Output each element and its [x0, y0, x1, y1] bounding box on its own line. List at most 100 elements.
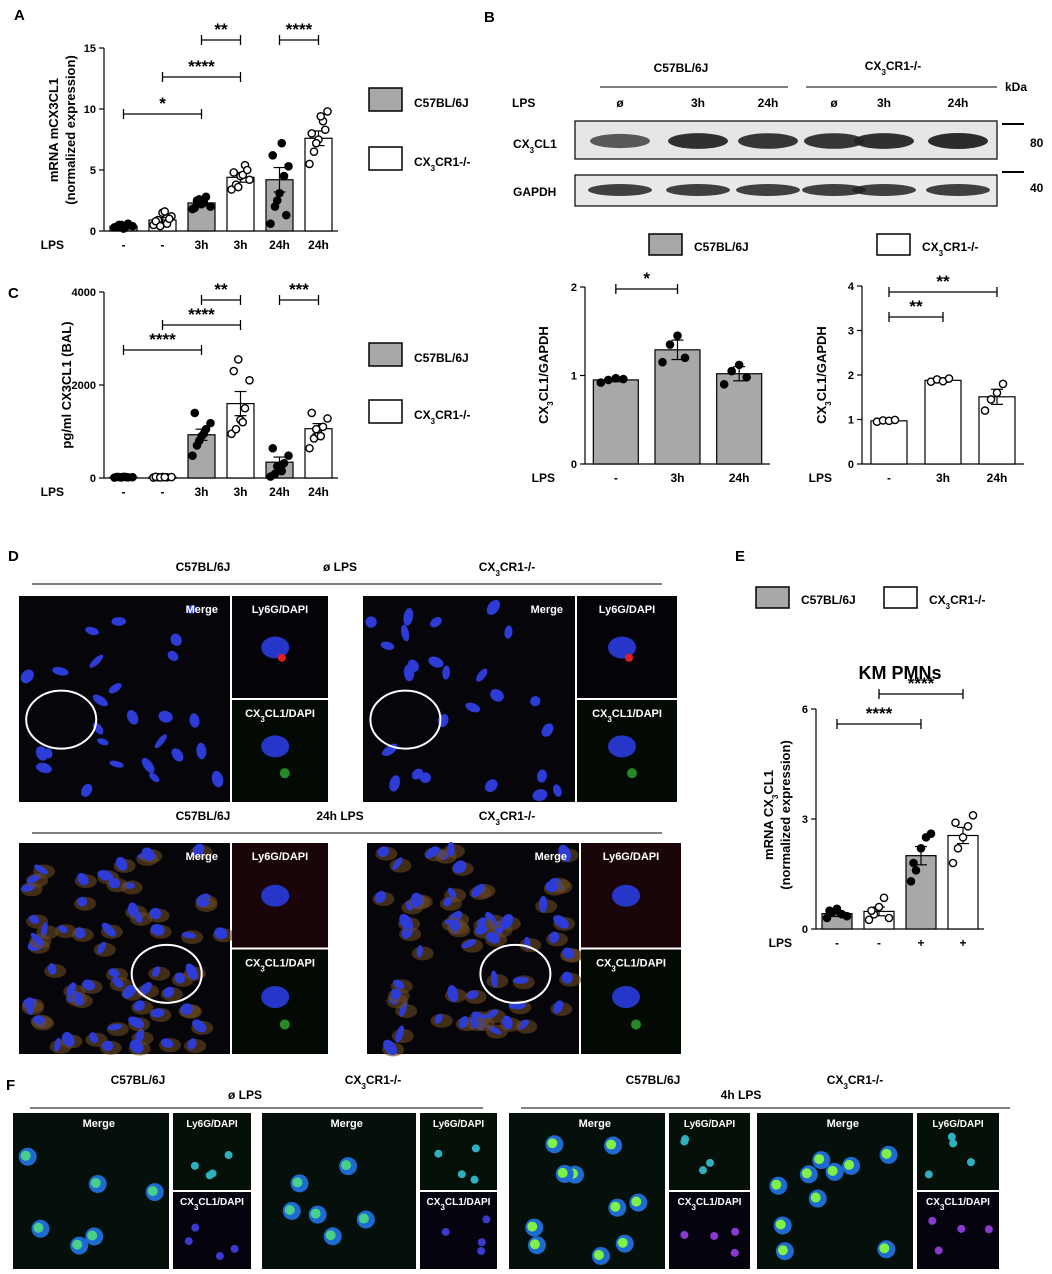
nucleus: [171, 748, 184, 762]
nucleus: [167, 650, 179, 662]
f-cell-signal: [771, 1179, 782, 1190]
legend-swatch-ko: [876, 233, 911, 256]
nucleus: [134, 911, 143, 923]
sig-label: ****: [866, 704, 893, 723]
data-point: [305, 159, 314, 169]
e-title: KM PMNs: [858, 663, 941, 683]
data-point: [890, 415, 900, 425]
panel-label-a: A: [14, 7, 25, 24]
data-point: [309, 147, 319, 156]
f-merge-image: [262, 1113, 416, 1269]
nucleus: [77, 872, 89, 886]
nucleus: [48, 963, 57, 975]
data-point: [911, 866, 921, 875]
legend-swatch-ko: [883, 586, 918, 609]
data-point: [266, 219, 275, 228]
nucleus: [149, 772, 160, 783]
data-point: [160, 472, 170, 482]
f-cell-signal: [284, 1204, 295, 1215]
lps-label: LPS: [532, 471, 555, 485]
nucleus: [490, 970, 498, 988]
nucleus: [186, 604, 197, 614]
data-point: [281, 210, 291, 220]
nucleus: [34, 864, 48, 875]
lps-label: LPS: [41, 485, 64, 499]
f-inset-cell: [191, 1223, 200, 1232]
nucleus: [476, 668, 488, 682]
nucleus: [502, 1015, 513, 1030]
lps-label: LPS: [809, 471, 832, 485]
data-point: [727, 366, 736, 376]
f-inset-cell: [434, 1149, 443, 1158]
chart-B2: 0 1 2 3 4 LPS - 3h 24h ** **: [809, 272, 1024, 485]
f-cx3cl1-label: CX3CL1/DAPI: [678, 1197, 742, 1212]
nucleus: [52, 666, 69, 676]
data-point: [190, 203, 200, 213]
nucleus: [163, 986, 175, 998]
nucleus: [149, 907, 162, 920]
data-point: [719, 380, 729, 389]
data-point: [206, 418, 215, 428]
nucleus: [365, 616, 377, 628]
f-cell-signal: [777, 1245, 788, 1256]
panel-label-e: E: [735, 548, 745, 565]
lane-label: ø: [830, 96, 838, 110]
highlight-circle: [369, 689, 442, 750]
sig-label: ****: [286, 20, 313, 39]
f-inset-cell: [680, 1230, 689, 1239]
sig-label: **: [936, 272, 950, 291]
nucleus: [35, 746, 48, 761]
data-point: [242, 165, 252, 175]
nucleus: [390, 988, 402, 1000]
nucleus: [141, 847, 155, 861]
merge-label: Merge: [535, 851, 567, 863]
data-point: [188, 451, 197, 460]
f-inset-cx3cl1: [173, 1192, 251, 1269]
f-cell-signal: [617, 1237, 628, 1248]
nucleus: [141, 757, 155, 774]
y-tick-label: 2000: [72, 380, 96, 392]
nucleus: [442, 665, 451, 680]
nucleus: [392, 979, 405, 990]
f-inset-cell: [457, 1170, 466, 1179]
legend-label-ko: CX3CR1-/-: [414, 408, 470, 426]
chart-B1: 0 1 2 LPS - 3h 24h *: [532, 269, 770, 485]
f-cell-signal: [529, 1239, 540, 1250]
f-cell-signal: [72, 1239, 83, 1250]
nucleus: [530, 696, 541, 707]
inset-nucleus: [608, 735, 636, 758]
f-cell-signal: [325, 1230, 336, 1241]
nucleus: [561, 971, 573, 984]
data-point: [240, 403, 250, 413]
y-axis-label-b2: CX3CL1/GAPDH: [814, 326, 833, 424]
nucleus: [150, 1008, 165, 1018]
data-point: [822, 913, 832, 923]
nucleus: [32, 1015, 45, 1024]
data-point: [320, 125, 330, 135]
nucleus: [74, 927, 86, 939]
nucleus: [447, 841, 455, 857]
data-point: [906, 877, 916, 886]
f-inset-cell: [928, 1216, 937, 1225]
y-tick-label: 3: [802, 814, 808, 826]
f-ko-1: CX3CR1-/-: [345, 1073, 401, 1091]
f-lps-4h: 4h LPS: [721, 1088, 762, 1102]
nucleus: [400, 624, 410, 642]
legend-swatch-wt: [755, 586, 790, 609]
marker-40: 40: [1030, 181, 1044, 195]
data-point: [909, 858, 918, 868]
f-merge-label: Merge: [579, 1118, 611, 1130]
nucleus: [28, 914, 40, 925]
nucleus: [512, 976, 529, 984]
data-point: [665, 340, 675, 349]
f-inset-cell: [477, 1238, 486, 1247]
micro-panel-d1: Merge Ly6G/DAPI CX3CL1/DAPI: [19, 596, 328, 802]
ly6g-label: Ly6G/DAPI: [252, 851, 308, 863]
d-bottom-lps: 24h LPS: [316, 809, 363, 823]
band-cx3cl1: [928, 133, 988, 149]
data-point: [279, 171, 289, 181]
blot-group-ko: CX3CR1-/-: [865, 59, 921, 77]
nucleus: [111, 617, 127, 626]
y-tick-label: 5: [90, 165, 96, 177]
